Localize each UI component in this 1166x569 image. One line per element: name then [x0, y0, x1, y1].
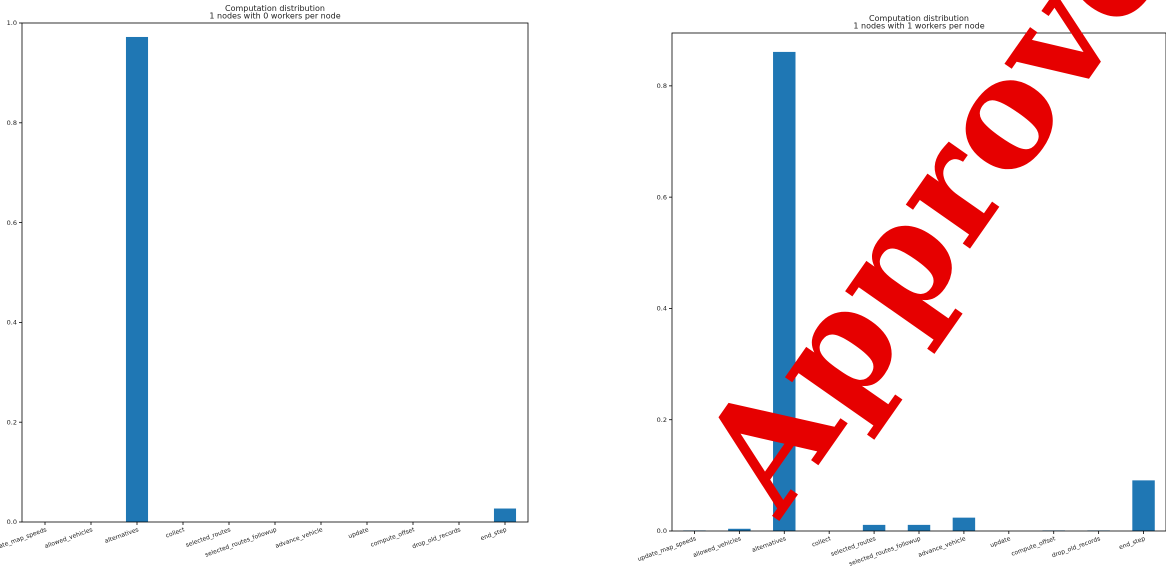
y-tick-label: 0.0 [7, 518, 17, 526]
bar-end_step [1132, 480, 1155, 531]
watermark: Approved by the R [664, 0, 1166, 542]
y-tick-label: 1.0 [7, 19, 17, 27]
bar-alternatives [773, 51, 796, 532]
x-tick-label-compute_offset: compute_offset [1010, 535, 1057, 558]
watermark-text: Approved by the R [664, 0, 1166, 542]
x-tick-label-allowed_vehicles: allowed_vehicles [44, 526, 94, 550]
x-tick-label-update: update [347, 526, 370, 540]
y-tick-label: 0.0 [657, 527, 667, 535]
x-tick-label-update_map_speeds: update_map_speeds [637, 535, 697, 563]
bar-selected_routes [862, 524, 886, 531]
chart-title-line: 1 nodes with 1 workers per node [853, 22, 984, 31]
y-tick-label: 0.2 [7, 418, 17, 426]
bar-allowed_vehicles [728, 528, 751, 531]
x-tick-label-collect: collect [811, 535, 832, 549]
y-tick-label: 0.8 [657, 82, 667, 90]
x-tick-label-drop_old_records: drop_old_records [411, 526, 461, 550]
chart-title-line: 1 nodes with 0 workers per node [209, 12, 340, 21]
bar-advance_vehicle [952, 517, 976, 531]
chart-title-line: Computation distribution [869, 14, 969, 23]
x-tick-label-advance_vehicle: advance_vehicle [274, 526, 324, 550]
x-tick-label-end_step: end_step [480, 526, 508, 542]
bar-selected_routes_followup [907, 524, 931, 531]
bar-alternatives [125, 36, 149, 523]
x-tick-label-compute_offset: compute_offset [370, 526, 417, 549]
y-tick-label: 0.2 [657, 416, 667, 424]
y-tick-label: 0.4 [657, 305, 667, 313]
x-tick-label-end_step: end_step [1118, 535, 1146, 551]
x-tick-label-alternatives: alternatives [751, 535, 787, 554]
x-tick-label-collect: collect [165, 526, 186, 540]
y-tick-label: 0.8 [7, 119, 17, 127]
x-tick-label-update: update [989, 535, 1012, 549]
x-tick-label-allowed_vehicles: allowed_vehicles [692, 535, 742, 559]
bar-end_step [493, 508, 517, 522]
x-tick-label-update_map_speeds: update_map_speeds [0, 526, 48, 554]
plot-frame [21, 22, 529, 523]
x-tick-label-drop_old_records: drop_old_records [1051, 535, 1101, 559]
x-tick-label-advance_vehicle: advance_vehicle [917, 535, 967, 559]
x-tick-label-alternatives: alternatives [104, 526, 140, 545]
y-tick-label: 0.4 [7, 319, 17, 327]
y-tick-label: 0.6 [657, 193, 667, 201]
y-tick-label: 0.6 [7, 219, 17, 227]
chart-title-line: Computation distribution [225, 4, 325, 13]
